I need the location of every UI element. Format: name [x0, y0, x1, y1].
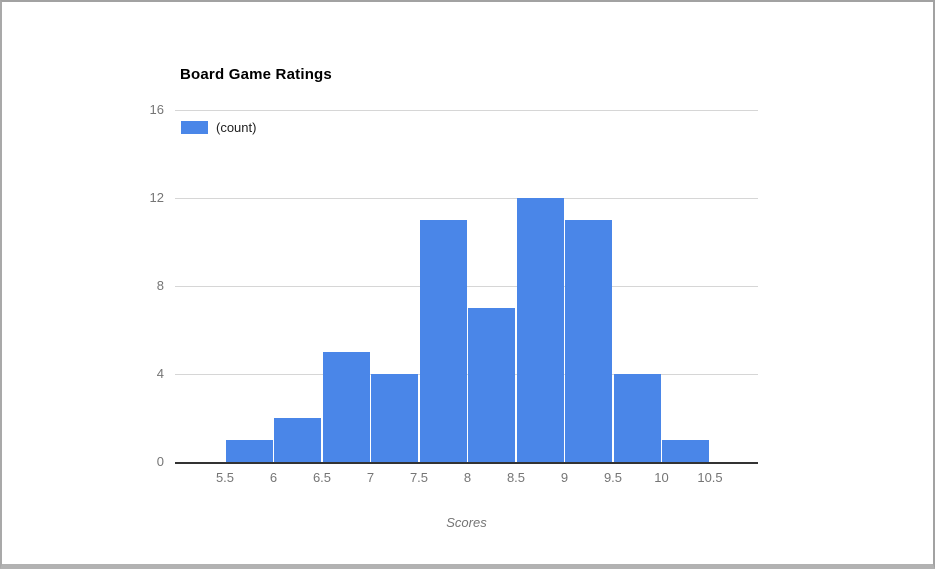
legend: (count)	[181, 120, 256, 135]
y-tick-label: 12	[149, 190, 164, 205]
x-tick-label: 6	[269, 470, 278, 485]
legend-label: (count)	[216, 120, 257, 135]
histogram-bar	[274, 418, 322, 462]
plot-area	[175, 110, 758, 464]
histogram-bar	[613, 374, 661, 462]
y-tick-label: 16	[149, 102, 164, 117]
x-tick-label: 7.5	[409, 470, 429, 485]
y-tick-label: 0	[156, 454, 164, 469]
y-tick-label: 8	[156, 278, 164, 293]
x-axis-title: Scores	[446, 515, 487, 530]
histogram-bar	[565, 220, 613, 462]
x-tick-label: 7	[366, 470, 375, 485]
x-tick-label: 8	[463, 470, 472, 485]
gridline	[175, 198, 758, 199]
x-tick-label: 9.5	[603, 470, 623, 485]
histogram-bar	[225, 440, 273, 462]
gridline	[175, 110, 758, 111]
histogram-bar	[371, 374, 419, 462]
histogram-bar	[419, 220, 467, 462]
x-tick-label: 10.5	[697, 470, 723, 485]
histogram-bar	[662, 440, 710, 462]
x-tick-label: 5.5	[215, 470, 235, 485]
x-tick-label: 9	[560, 470, 569, 485]
x-tick-label: 10	[654, 470, 669, 485]
chart-title: Board Game Ratings	[180, 66, 332, 83]
x-tick-label: 6.5	[312, 470, 332, 485]
histogram-bar	[516, 198, 564, 462]
x-tick-label: 8.5	[506, 470, 526, 485]
legend-swatch-icon	[181, 121, 208, 134]
histogram-bar	[322, 352, 370, 462]
y-tick-label: 4	[156, 366, 164, 381]
histogram-bar	[468, 308, 516, 462]
